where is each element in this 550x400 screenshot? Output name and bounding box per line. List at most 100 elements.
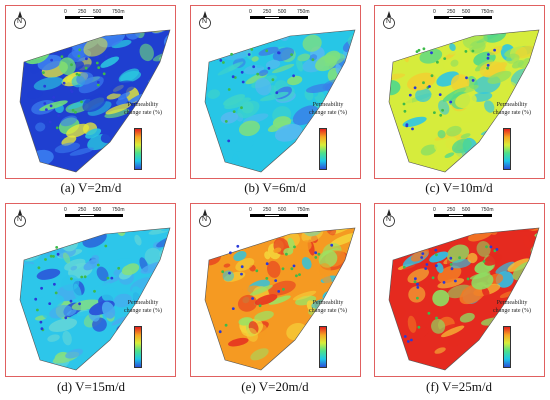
- well-marker: [53, 282, 56, 286]
- well-marker: [240, 265, 244, 269]
- well-marker: [221, 270, 225, 274]
- well-marker: [464, 50, 468, 53]
- well-marker: [402, 265, 406, 269]
- well-marker: [55, 126, 59, 130]
- caption-c: (c) V=10m/d: [425, 180, 493, 195]
- north-arrow-icon: N: [198, 208, 212, 228]
- scale-label: 0: [249, 207, 252, 213]
- well-marker: [293, 245, 296, 249]
- well-marker: [450, 267, 454, 271]
- legend-title-line1: Permeability: [312, 300, 344, 306]
- legend-title: Permeability change rate (%): [110, 101, 176, 117]
- scale-label: 250: [263, 207, 272, 213]
- legend-title-line1: Permeability: [496, 300, 528, 306]
- well-marker: [292, 74, 295, 78]
- well-marker: [454, 279, 457, 283]
- caption-f: (f) V=25m/d: [426, 379, 492, 394]
- well-marker: [405, 124, 409, 128]
- well-marker: [317, 252, 321, 256]
- well-marker: [230, 52, 233, 56]
- caption-d: (d) V=15m/d: [56, 379, 126, 394]
- well-marker: [104, 55, 108, 58]
- well-marker: [255, 269, 259, 273]
- legend-title: Permeability change rate (%): [295, 299, 361, 315]
- well-marker: [258, 304, 262, 308]
- well-marker: [413, 280, 417, 284]
- well-marker: [74, 110, 77, 114]
- well-marker: [410, 338, 413, 342]
- well-marker: [436, 60, 439, 64]
- scale-label: 0: [433, 207, 436, 213]
- well-marker: [489, 245, 493, 249]
- north-label: N: [17, 216, 23, 223]
- well-marker: [70, 277, 73, 281]
- well-marker: [422, 81, 425, 85]
- well-marker: [417, 48, 421, 52]
- scale-label: 500: [93, 207, 102, 213]
- well-marker: [60, 55, 64, 59]
- well-marker: [314, 256, 318, 259]
- well-marker: [439, 113, 443, 117]
- well-marker: [290, 267, 294, 271]
- well-marker: [420, 256, 424, 259]
- scale-label: 750m: [112, 207, 125, 213]
- well-marker: [465, 76, 468, 80]
- well-marker: [441, 108, 444, 112]
- well-marker: [486, 63, 490, 67]
- well-marker: [417, 325, 421, 329]
- panel-b: N 0 250 500 750m Permeability change rate (%): [190, 5, 361, 179]
- well-marker: [241, 80, 245, 84]
- well-marker: [275, 91, 279, 95]
- well-marker: [256, 72, 260, 76]
- well-marker: [96, 263, 100, 267]
- colorbar: [319, 128, 327, 170]
- scale-bar: 0 250 500 750m: [64, 207, 125, 221]
- well-marker: [96, 55, 99, 59]
- caption-b: (b) V=6m/d: [244, 180, 306, 195]
- well-marker: [106, 276, 110, 280]
- well-marker: [227, 139, 231, 143]
- well-marker: [236, 244, 240, 248]
- colorbar: [503, 326, 511, 368]
- well-marker: [482, 260, 486, 263]
- well-marker: [80, 275, 84, 279]
- well-marker: [110, 276, 114, 280]
- well-marker: [435, 253, 438, 257]
- north-label: N: [386, 18, 392, 25]
- well-marker: [232, 110, 236, 113]
- well-marker: [267, 66, 271, 70]
- scale-label: 500: [93, 9, 102, 15]
- well-marker: [78, 48, 82, 52]
- well-marker: [251, 297, 254, 300]
- scale-bar: 0 250 500 750m: [433, 9, 494, 23]
- well-marker: [330, 243, 334, 247]
- well-marker: [433, 111, 436, 114]
- scale-label: 0: [64, 9, 67, 15]
- well-marker: [402, 102, 406, 106]
- well-marker: [37, 266, 41, 270]
- well-marker: [298, 273, 301, 276]
- well-marker: [240, 272, 243, 276]
- well-marker: [471, 49, 475, 53]
- well-marker: [77, 73, 81, 77]
- scale-label: 500: [278, 207, 287, 213]
- caption-e: (e) V=20m/d: [241, 379, 309, 394]
- well-marker: [84, 66, 88, 70]
- well-marker: [43, 84, 47, 88]
- colorbar: [134, 326, 142, 368]
- well-marker: [83, 275, 87, 279]
- well-marker: [252, 65, 256, 69]
- well-marker: [69, 88, 73, 92]
- well-marker: [277, 51, 280, 55]
- well-marker: [281, 267, 285, 271]
- legend-title: Permeability change rate (%): [479, 299, 545, 315]
- legend-title-line1: Permeability: [127, 102, 159, 108]
- scale-label: 250: [78, 207, 87, 213]
- well-marker: [493, 249, 497, 253]
- scale-label: 0: [64, 207, 67, 213]
- well-marker: [292, 264, 296, 268]
- well-marker: [265, 277, 269, 280]
- scale-bar: 0 250 500 750m: [249, 9, 310, 23]
- scale-bar: 0 250 500 750m: [64, 9, 125, 23]
- well-marker: [431, 276, 435, 280]
